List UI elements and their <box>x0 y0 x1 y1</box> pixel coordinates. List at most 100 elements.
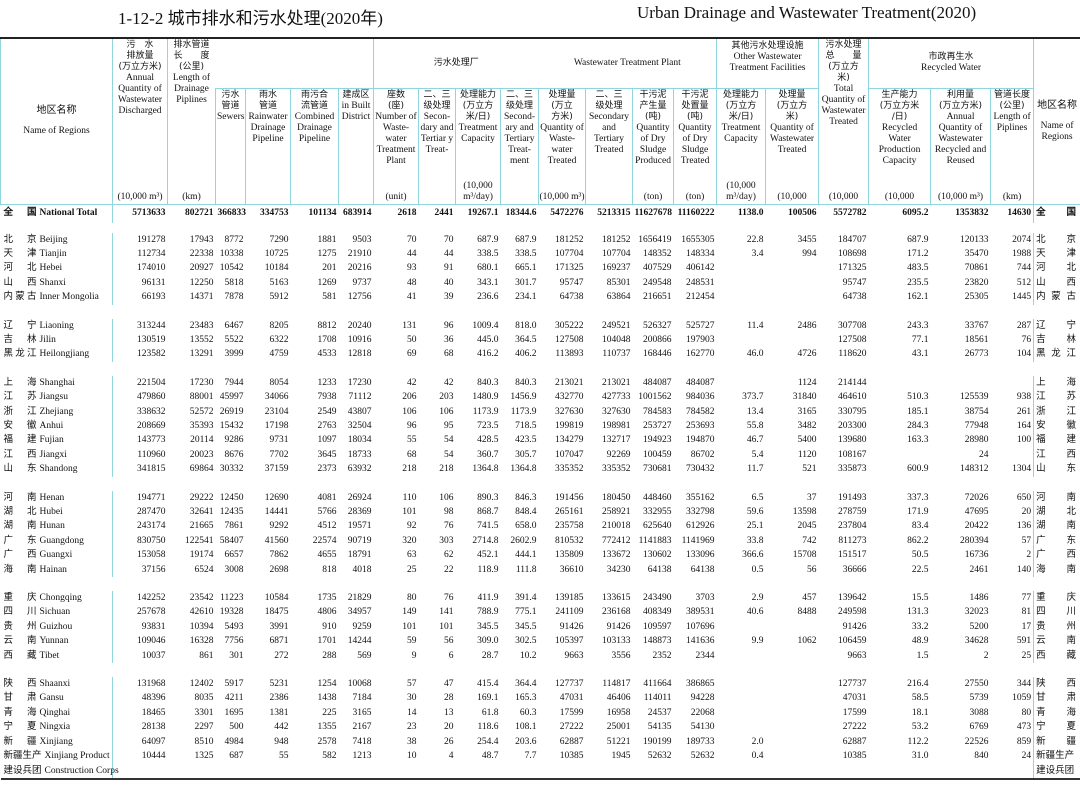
value-cell: 100 <box>1016 435 1032 446</box>
value-cell: 846.3 <box>515 492 537 503</box>
region-name-cn: 河南 <box>3 491 37 503</box>
header-sludge-treated: 干污泥 处置量 (吨) Quantity of Dry Sludge Treate… <box>673 87 718 205</box>
spacer-cell <box>1 663 1080 677</box>
value-cell: 1141969 <box>681 535 715 546</box>
value-cell: 141 <box>439 607 454 618</box>
value-cell: 5739 <box>969 693 989 704</box>
value-cell: 10 <box>407 751 417 762</box>
value-cell: 3645 <box>317 449 337 460</box>
value-cell: 6769 <box>969 722 989 733</box>
value-cell: 344 <box>1016 679 1032 690</box>
value-cell: 133615 <box>602 593 631 604</box>
value-cell: 22526 <box>964 736 989 747</box>
value-cell <box>717 620 766 634</box>
value-cell: 1701 <box>317 636 337 647</box>
value-cell: 18465 <box>141 707 166 718</box>
table-row: 上海 Shanghai 221504 17230 7944 8054 1233 17230 42… <box>0 375 1080 391</box>
value-cell: 1097 <box>317 435 337 446</box>
value-cell: 107704 <box>602 248 631 259</box>
value-cell: 3991 <box>269 621 289 632</box>
value-cell: 730681 <box>643 464 672 475</box>
value-cell: 122541 <box>185 535 214 546</box>
value-cell: 278759 <box>838 507 867 517</box>
value-cell: 428.5 <box>477 435 499 446</box>
region-name-right: 青海 <box>1033 705 1080 721</box>
header-plant-count: 座数 (座) Number of Waste-water Treatment Pl… <box>373 87 419 205</box>
region-name: 安徽 Anhui <box>0 418 113 434</box>
region-name-en: Shanxi <box>39 277 66 288</box>
value-cell: 81 <box>1021 607 1032 618</box>
value-cell <box>538 763 586 780</box>
region-name-cn: 山西 <box>3 276 37 288</box>
value-cell: 120133 <box>960 234 989 245</box>
region-name-en: Hubei <box>39 507 63 517</box>
value-cell: 416.2 <box>477 349 499 360</box>
value-cell: 1355 <box>317 722 337 733</box>
header-combined: 雨污合 流管道 Combined Drainage Pipeline <box>290 87 339 205</box>
value-cell: 3.4 <box>751 248 764 259</box>
value-cell: 101134 <box>308 208 337 219</box>
value-cell: 11.4 <box>747 320 764 331</box>
value-cell: 1173.9 <box>510 406 537 417</box>
value-cell: 2352 <box>652 650 672 661</box>
region-name-right: 安徽 <box>1033 418 1080 434</box>
value-cell: 338.5 <box>477 248 499 259</box>
value-cell: 7862 <box>269 550 289 561</box>
value-cell: 142252 <box>137 593 166 604</box>
value-cell: 10385 <box>842 751 867 762</box>
value-cell: 136 <box>1016 521 1032 532</box>
value-cell <box>990 763 1034 780</box>
value-cell: 22 <box>444 564 454 575</box>
value-cell: 76 <box>444 593 454 604</box>
value-cell: 32504 <box>347 420 372 431</box>
value-cell: 12690 <box>264 492 289 503</box>
value-cell: 7418 <box>352 736 372 747</box>
value-cell: 21910 <box>347 248 372 259</box>
value-cell: 60.3 <box>519 707 537 718</box>
region-name-right: 全国 <box>1033 204 1080 223</box>
value-cell: 162.1 <box>907 292 929 303</box>
region-name-right: 黑龙江 <box>1033 347 1080 362</box>
header-treated: 处理量 (万立 方米) Quantity of Waste-water Treat… <box>538 87 587 205</box>
value-cell: 415.4 <box>477 679 499 690</box>
value-cell: 284.3 <box>907 420 929 431</box>
region-name-right: 宁夏 <box>1033 720 1080 735</box>
value-cell <box>167 763 216 780</box>
value-cell: 1.5 <box>916 650 929 661</box>
table-row: 青海 Qinghai 18465 3301 1695 1381 225 3165 14 13 61.… <box>0 705 1080 721</box>
value-cell: 20114 <box>190 435 214 446</box>
value-cell: 775.1 <box>515 607 537 618</box>
value-cell: 162770 <box>686 349 715 360</box>
value-cell: 22.5 <box>911 564 929 575</box>
value-cell: 9663 <box>564 650 584 661</box>
value-cell: 7184 <box>352 693 372 704</box>
region-name-cn: 新疆 <box>3 735 37 747</box>
value-cell: 862.2 <box>907 535 929 546</box>
value-cell: 110960 <box>137 449 166 460</box>
value-cell: 54 <box>444 435 454 446</box>
header-region-name: 地区名称 Name of Regions <box>0 37 113 205</box>
region-name-cn-right: 河北 <box>1036 262 1077 274</box>
value-cell: 338.5 <box>515 248 537 259</box>
value-cell: 16328 <box>189 636 214 647</box>
region-name-en: Beijing <box>39 234 68 245</box>
spacer-cell <box>1 362 1080 376</box>
value-cell: 12756 <box>347 292 372 303</box>
value-cell: 153058 <box>137 550 166 561</box>
value-cell: 63932 <box>347 464 372 475</box>
value-cell: 69 <box>407 349 417 360</box>
value-cell: 106459 <box>838 636 867 647</box>
header-pipeline-blank <box>215 37 374 88</box>
value-cell: 191456 <box>555 492 584 503</box>
value-cell: 38754 <box>964 406 989 417</box>
value-cell: 848.4 <box>515 507 537 517</box>
value-cell: 70861 <box>964 263 989 274</box>
value-cell: 2 <box>983 650 989 661</box>
region-name-cn-right: 上海 <box>1036 376 1077 388</box>
value-cell: 1062 <box>797 636 817 647</box>
value-cell <box>869 376 931 390</box>
table-row: 湖南 Hunan 243174 21665 7861 9292 4512 19571 92 76 7… <box>0 519 1080 534</box>
region-name-cn-right: 北京 <box>1036 233 1077 245</box>
region-name-right: 湖北 <box>1033 505 1080 520</box>
value-cell: 216651 <box>643 292 672 303</box>
